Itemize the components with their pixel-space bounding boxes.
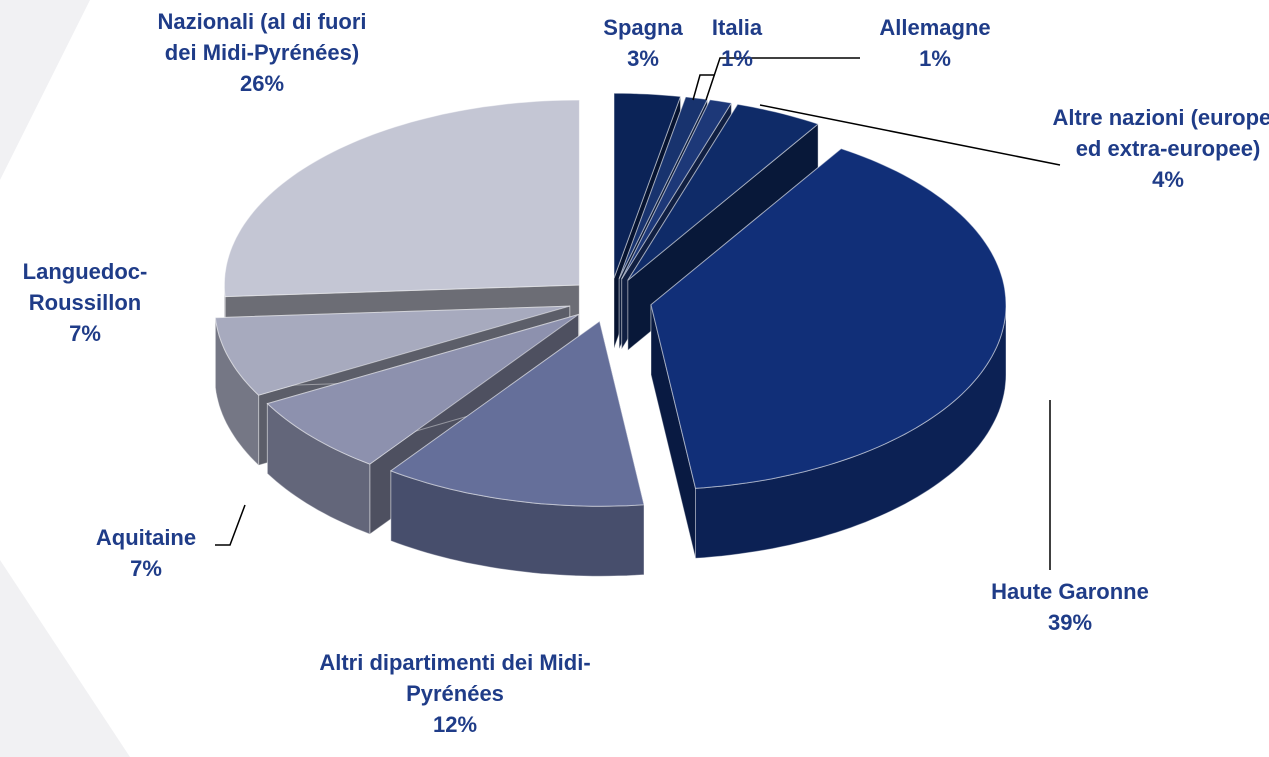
slice — [389, 320, 645, 507]
leader-line — [759, 104, 1061, 166]
value-label: 4% — [1152, 167, 1184, 192]
slice-label: Aquitaine 7% — [66, 522, 226, 584]
slice-label: Altre nazioni (europee ed extra-europee)… — [1048, 102, 1269, 195]
value-label: 1% — [721, 46, 753, 71]
slice — [650, 148, 1007, 489]
value-label: 26% — [239, 71, 285, 96]
leader-line — [215, 504, 246, 546]
category-label: Altri dipartimenti dei Midi-Pyrénées — [319, 650, 591, 706]
slice-label: Italia 1% — [697, 12, 777, 74]
value-label: 12% — [432, 712, 478, 737]
value-label: 7% — [130, 556, 162, 581]
slice — [627, 103, 820, 281]
slice-label: Languedoc-Roussillon 7% — [0, 256, 170, 349]
category-label: Languedoc-Roussillon — [22, 259, 148, 315]
slice — [223, 99, 580, 298]
category-label: Aquitaine — [95, 525, 197, 550]
slice-label: Nazionali (al di fuori dei Midi-Pyrénées… — [147, 6, 377, 99]
background-shape — [0, 560, 130, 757]
category-label: Allemagne — [879, 15, 991, 40]
slice-label: Spagna 3% — [588, 12, 698, 74]
category-label: Haute Garonne — [991, 579, 1149, 604]
leader-line — [705, 57, 860, 101]
slice-label: Haute Garonne 39% — [960, 576, 1180, 638]
background-shape — [0, 0, 90, 180]
slice — [621, 99, 733, 280]
category-label: Italia — [711, 15, 763, 40]
slice — [266, 314, 579, 465]
slices — [214, 92, 1007, 577]
slice-label: Altri dipartimenti dei Midi-Pyrénées 12% — [315, 647, 595, 740]
slice — [613, 92, 682, 279]
slice — [214, 305, 570, 396]
slice-label: Allemagne 1% — [850, 12, 1020, 74]
slice — [618, 96, 709, 279]
value-label: 39% — [1047, 610, 1093, 635]
value-label: 1% — [919, 46, 951, 71]
category-label: Nazionali (al di fuori dei Midi-Pyrénées… — [157, 9, 367, 65]
leader-line — [692, 74, 715, 101]
value-label: 3% — [627, 46, 659, 71]
value-label: 7% — [69, 321, 101, 346]
category-label: Spagna — [603, 15, 683, 40]
category-label: Altre nazioni (europee ed extra-europee) — [1052, 105, 1269, 161]
leader-lines — [215, 57, 1061, 570]
